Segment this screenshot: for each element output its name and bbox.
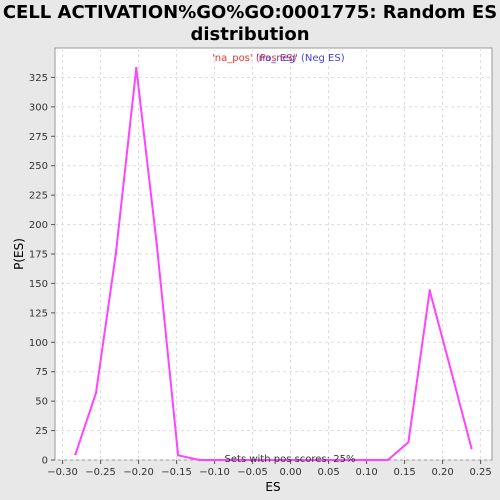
data-point — [280, 458, 283, 462]
data-point — [176, 454, 180, 457]
y-tick-label: 175 — [29, 250, 48, 261]
data-point — [449, 369, 453, 372]
chart-title-line1: CELL ACTIVATION%GO%GO:0001775: Random ES — [2, 2, 498, 23]
x-tick-label: 0.00 — [279, 467, 301, 478]
chart-title: CELL ACTIVATION%GO%GO:0001775: Random ES… — [0, 2, 500, 46]
data-point — [363, 458, 366, 462]
data-point — [239, 458, 242, 462]
data-point — [114, 252, 118, 256]
data-point — [322, 458, 325, 462]
y-tick-label: 275 — [29, 132, 48, 143]
y-tick-label: 75 — [35, 367, 48, 378]
legend-pos: 'na_pos' (Pos ES) — [212, 53, 297, 64]
x-tick-label: −0.15 — [161, 467, 192, 478]
x-tick-label: 0.15 — [393, 467, 415, 478]
data-point — [155, 243, 159, 246]
y-tick-label: 50 — [35, 397, 48, 408]
data-point — [428, 289, 431, 292]
x-tick-label: −0.20 — [123, 467, 154, 478]
x-axis: −0.30 −0.25 −0.20 −0.15 −0.10 −0.05 0.00 0.05 0.… — [47, 460, 492, 478]
y-tick-label: 100 — [29, 338, 48, 349]
x-tick-label: 0.10 — [355, 467, 377, 478]
x-tick-label: 0.20 — [431, 467, 453, 478]
chart-title-line2: distribution — [190, 24, 310, 45]
pos-scores-annotation: Sets with pos scores: 25% — [225, 454, 356, 465]
x-tick-label: −0.10 — [199, 467, 230, 478]
y-tick-label: 25 — [35, 426, 48, 437]
data-point — [342, 458, 345, 462]
grid-lines — [55, 48, 492, 461]
data-point — [386, 458, 390, 462]
x-tick-label: −0.30 — [47, 467, 78, 478]
y-axis: 0 25 50 75 100 125 150 175 200 225 250 275 300 325 — [29, 73, 55, 467]
y-tick-label: 0 — [42, 456, 48, 467]
series-group — [74, 66, 473, 462]
y-tick-label: 250 — [29, 161, 48, 172]
data-point — [259, 458, 263, 462]
data-point — [407, 441, 410, 444]
x-tick-label: −0.25 — [85, 467, 116, 478]
y-tick-label: 150 — [29, 279, 48, 290]
data-point — [198, 458, 201, 462]
data-point — [94, 391, 98, 395]
series-line — [74, 67, 473, 461]
x-tick-label: 0.05 — [317, 467, 339, 478]
y-tick-label: 300 — [29, 102, 48, 113]
data-point — [470, 447, 473, 450]
y-tick-label: 125 — [29, 308, 48, 319]
x-tick-label: 0.25 — [469, 467, 491, 478]
data-point — [135, 66, 138, 70]
y-tick-label: 325 — [29, 73, 48, 84]
data-point — [300, 458, 304, 462]
x-axis-label: ES — [265, 480, 280, 494]
x-tick-label: −0.05 — [237, 467, 268, 478]
data-point — [218, 458, 222, 462]
legend-neg: 'na_neg' (Neg ES) — [256, 53, 345, 64]
y-tick-label: 200 — [29, 220, 48, 231]
y-tick-label: 225 — [29, 191, 48, 202]
data-point — [74, 452, 77, 456]
y-axis-label: P(ES) — [12, 238, 26, 270]
